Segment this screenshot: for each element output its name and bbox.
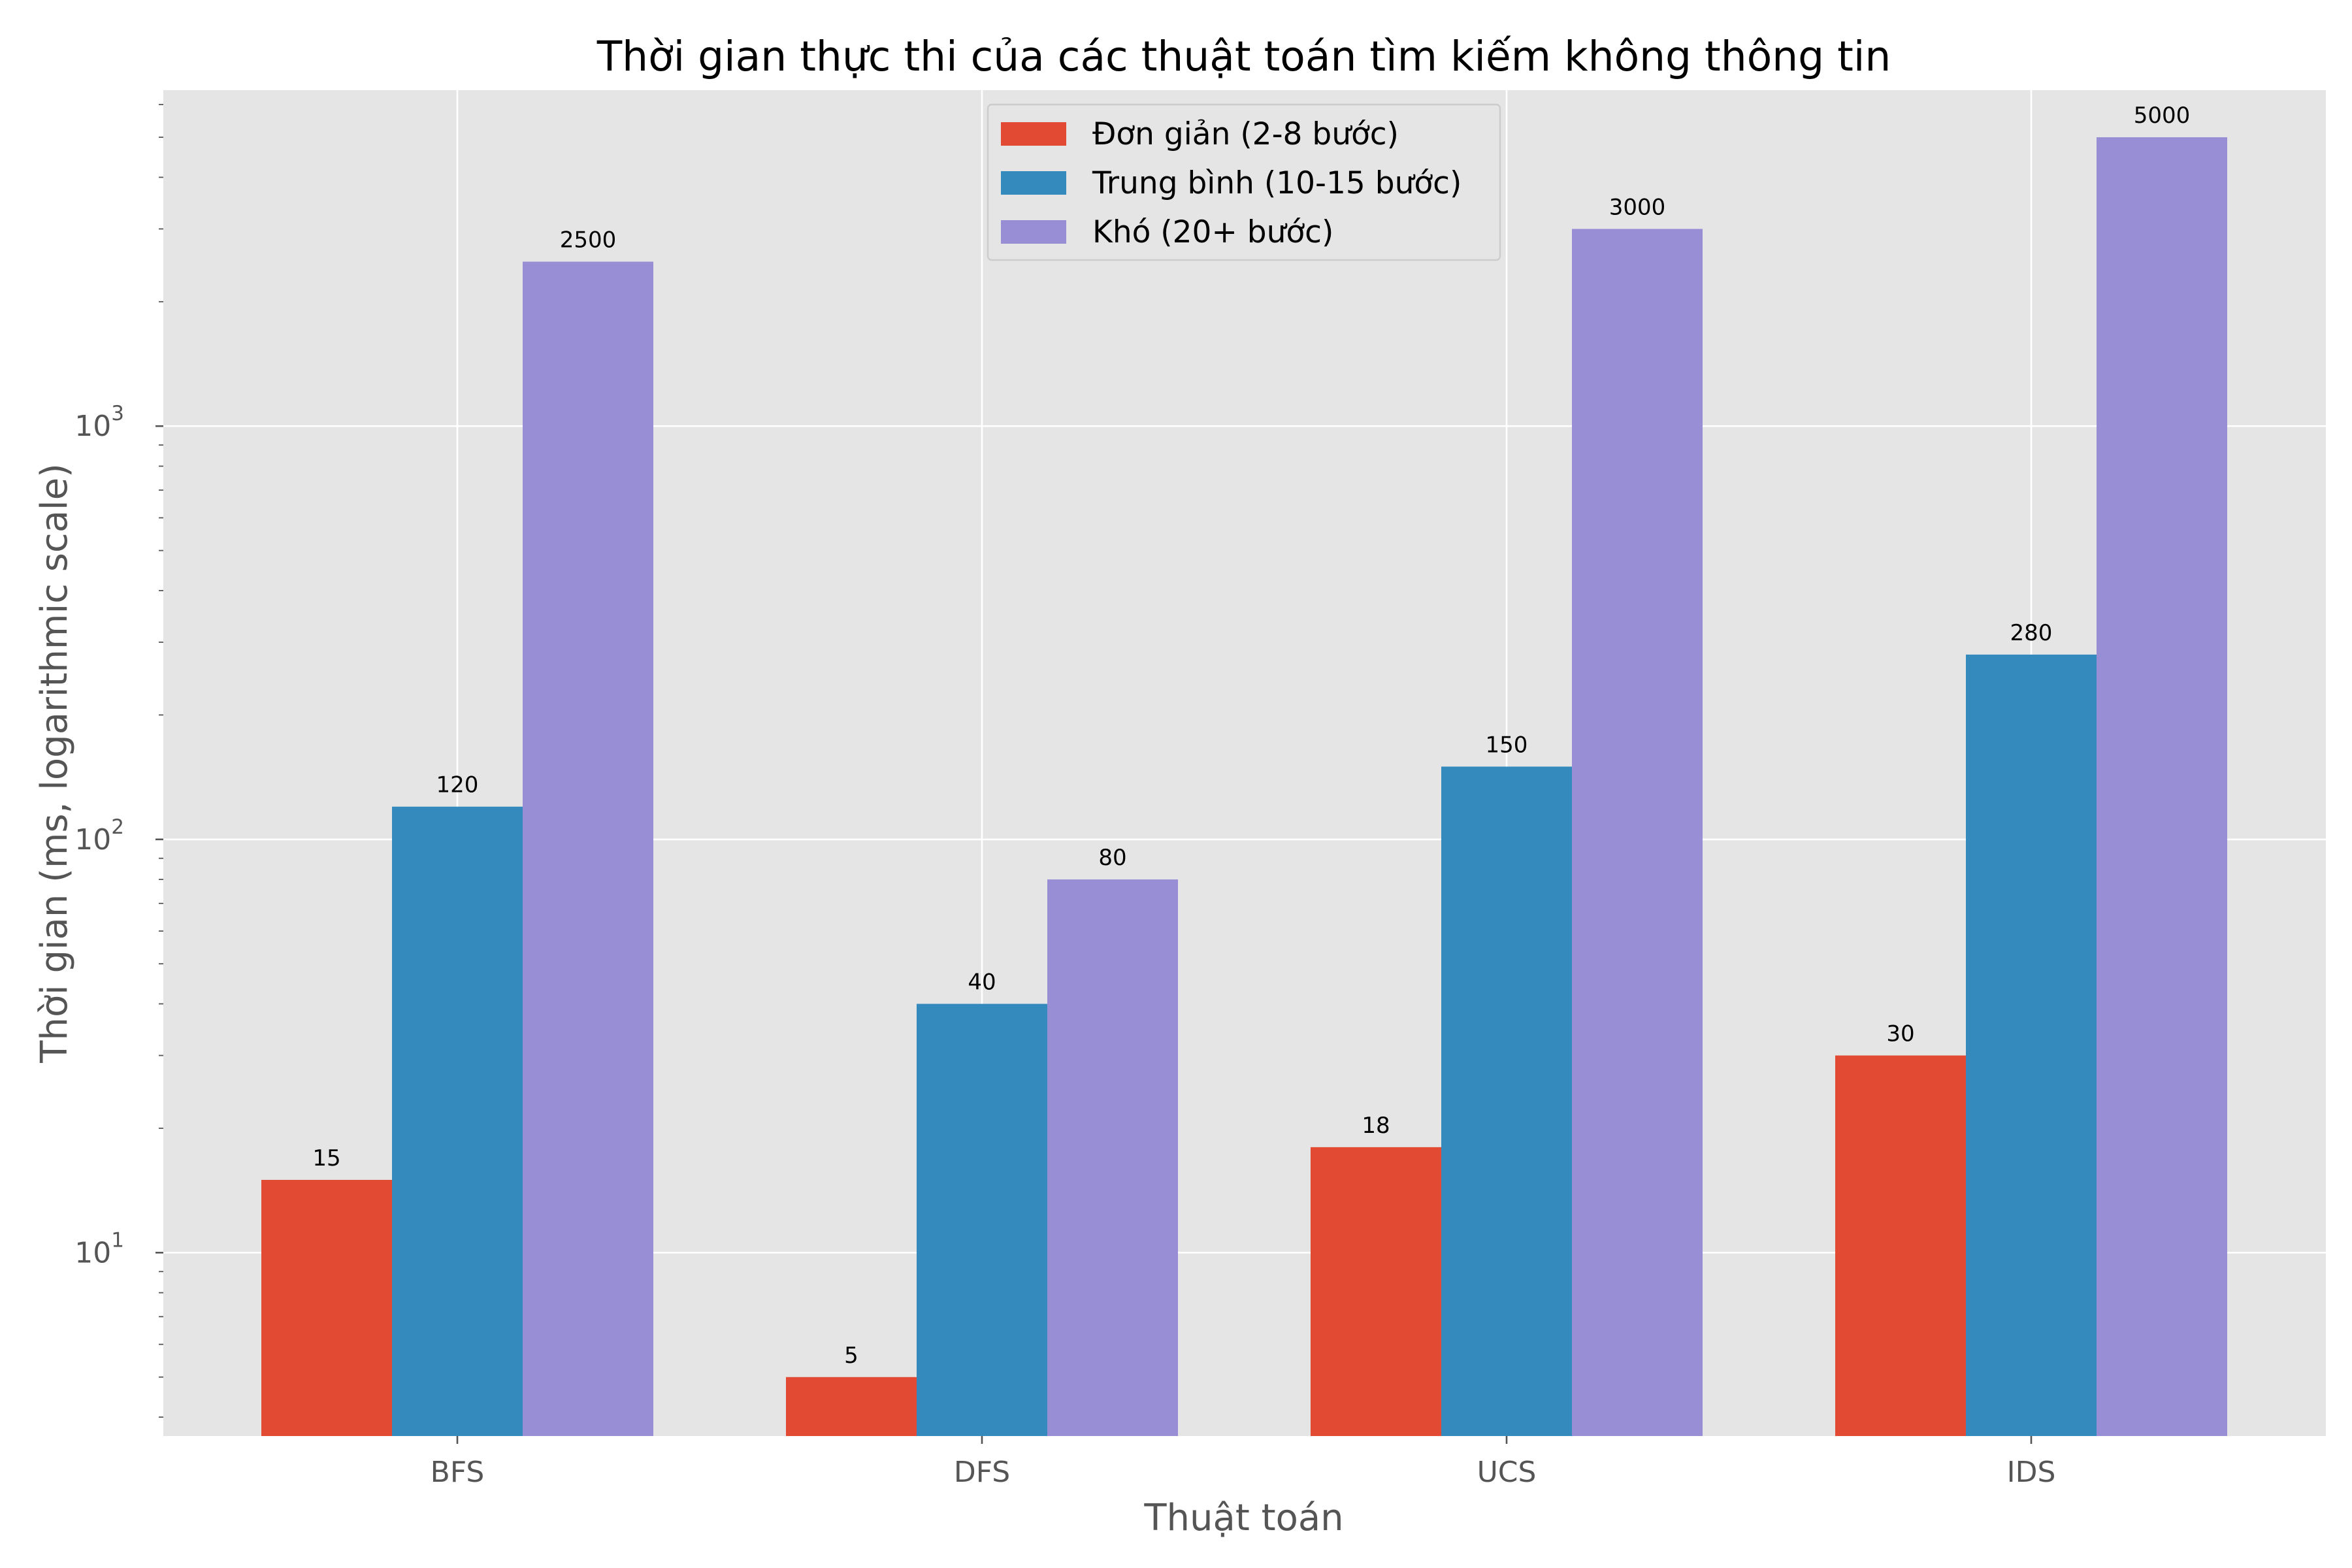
bar-ucs-series-1 (1441, 766, 1572, 1436)
data-label: 40 (968, 969, 996, 995)
bar-bfs-series-1 (392, 806, 523, 1436)
bar-ids-series-0 (1835, 1055, 1966, 1436)
y-tick-label: 103 (74, 402, 124, 443)
x-tick-label-ucs: UCS (1477, 1456, 1537, 1489)
bar-ids-series-1 (1966, 654, 2097, 1437)
y-axis-ticks: 101 102 103 (74, 104, 163, 1418)
bar-ids-series-2 (2097, 137, 2227, 1437)
bar-dfs-series-0 (786, 1377, 917, 1436)
data-label: 150 (1486, 732, 1528, 758)
chart-title: Thời gian thực thi của các thuật toán tì… (596, 33, 1891, 80)
data-label: 18 (1362, 1113, 1390, 1139)
data-label: 30 (1886, 1021, 1914, 1047)
legend-label: Đơn giản (2-8 bước) (1092, 116, 1399, 152)
bar-bfs-series-2 (523, 261, 653, 1436)
data-label: 120 (436, 772, 479, 798)
bar-dfs-series-2 (1047, 879, 1178, 1436)
legend-swatch (1001, 220, 1066, 244)
legend-label: Khó (20+ bước) (1092, 214, 1333, 250)
legend-box (987, 103, 1501, 261)
legend-swatch (1001, 122, 1066, 146)
data-label: 2500 (560, 227, 617, 253)
bar-bfs-series-0 (261, 1179, 392, 1436)
y-axis-label: Thời gian (ms, logarithmic scale) (33, 463, 76, 1064)
bar-ucs-series-2 (1572, 229, 1703, 1437)
legend: Đơn giản (2-8 bước) Trung bình (10-15 bướ… (987, 103, 1501, 261)
x-axis-label: Thuật toán (1143, 1497, 1343, 1539)
data-label: 15 (312, 1145, 340, 1171)
y-tick-label: 101 (74, 1228, 124, 1269)
y-tick-label: 102 (74, 815, 124, 857)
legend-swatch (1001, 171, 1066, 195)
data-label: 5000 (2134, 103, 2191, 129)
data-label: 5 (844, 1343, 858, 1369)
x-tick-label-bfs: BFS (431, 1456, 485, 1489)
bar-ucs-series-0 (1311, 1147, 1441, 1436)
data-label: 3000 (1609, 194, 1666, 220)
x-tick-label-ids: IDS (2007, 1456, 2056, 1489)
bars (261, 137, 2227, 1437)
x-axis-ticks: BFS DFS UCS IDS (431, 1436, 2056, 1489)
data-labels: 15 5 18 30 120 40 150 280 2500 80 3000 5000 (312, 103, 2190, 1369)
legend-label: Trung bình (10-15 bước) (1092, 165, 1462, 201)
data-label: 80 (1098, 845, 1126, 871)
data-label: 280 (2010, 620, 2053, 646)
x-tick-label-dfs: DFS (954, 1456, 1010, 1489)
bar-dfs-series-1 (917, 1004, 1047, 1436)
